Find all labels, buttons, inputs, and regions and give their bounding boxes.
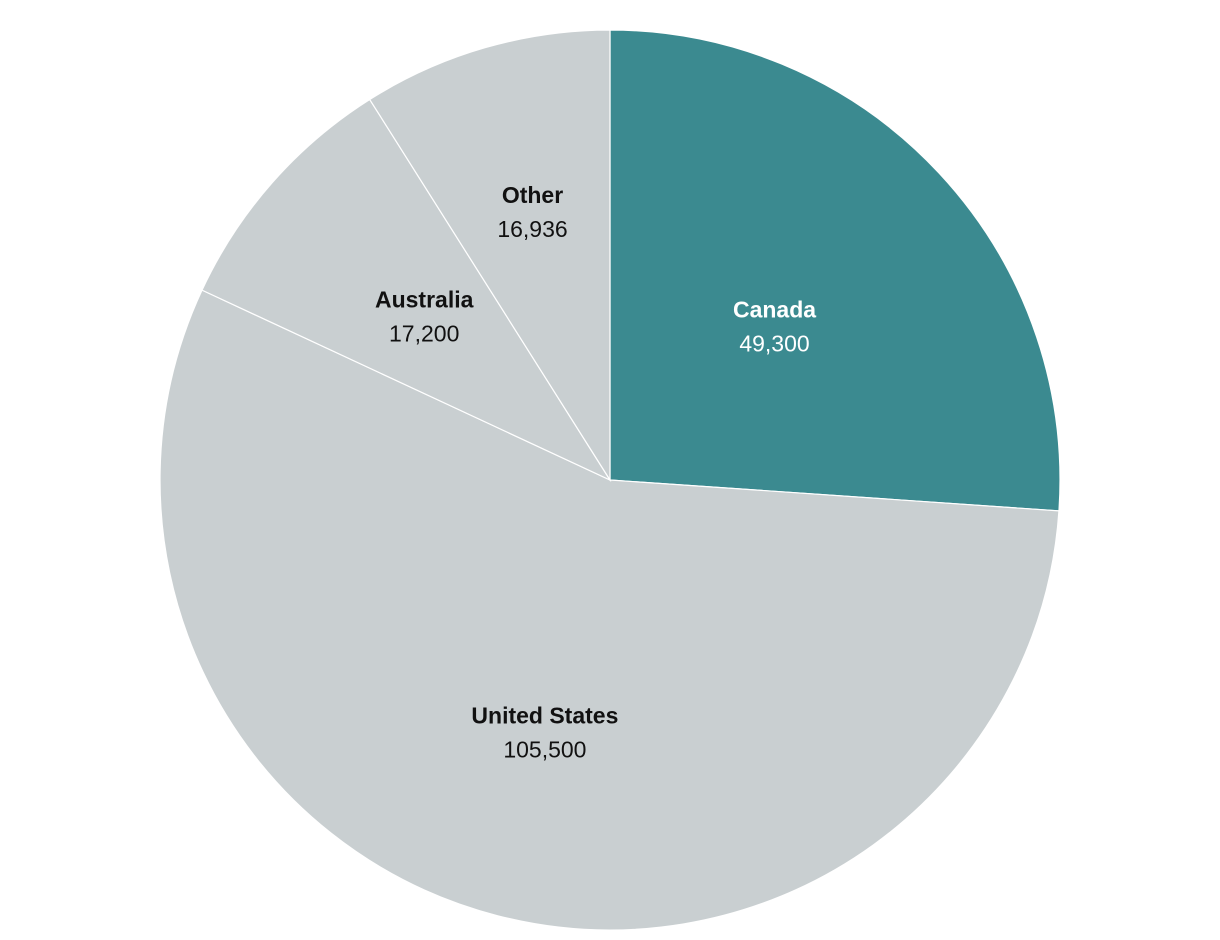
pie-slice-other — [368, 29, 611, 483]
pie-slice-canada — [609, 29, 1061, 512]
slice-label-united-states: United States — [471, 703, 618, 729]
pie-slice-australia — [201, 98, 612, 482]
slice-value-other: 16,936 — [497, 216, 567, 242]
slice-label-other: Other — [502, 182, 563, 208]
slice-value-australia: 17,200 — [389, 321, 459, 347]
slice-value-canada: 49,300 — [739, 331, 809, 357]
slice-label-canada: Canada — [733, 297, 816, 323]
slice-label-australia: Australia — [375, 287, 474, 313]
pie-slice-united-states — [159, 289, 1060, 931]
slices-layer — [159, 29, 1061, 931]
labels-layer: Canada 49,300 United States 105,500 Australi… — [375, 182, 816, 763]
slice-value-united-states: 105,500 — [503, 737, 586, 763]
